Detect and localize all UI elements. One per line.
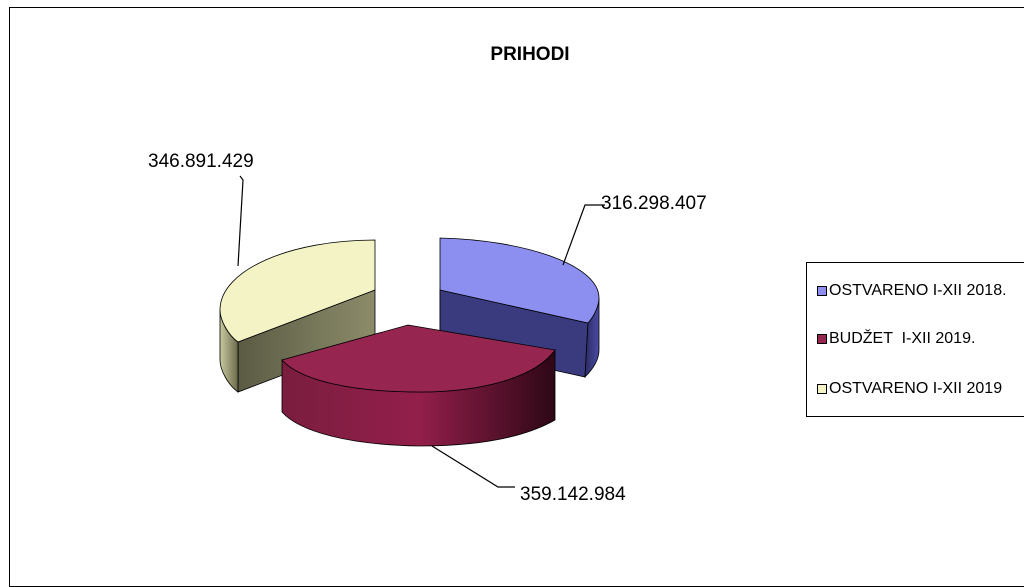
slice-top-face <box>281 324 556 393</box>
legend-label: OSTVARENO I-XII 2019 <box>829 380 1003 397</box>
leader-line-budzet-2019 <box>431 445 515 488</box>
legend-swatch <box>817 384 827 394</box>
legend-swatch <box>817 286 827 296</box>
slice-top-face <box>439 237 600 324</box>
legend-label: BUDŽET I-XII 2019. <box>829 330 976 347</box>
legend: OSTVARENO I-XII 2018. BUDŽET I-XII 2019.… <box>806 262 1024 417</box>
chart-title: PRIHODI <box>490 44 570 65</box>
data-label-ostvareno-2019: 346.891.429 <box>148 151 254 172</box>
leader-line-ostvareno-2019 <box>237 175 244 267</box>
legend-label: OSTVARENO I-XII 2018. <box>829 282 1007 299</box>
legend-item: OSTVARENO I-XII 2019 <box>817 379 1002 399</box>
legend-swatch <box>817 334 827 344</box>
leader-line-ostvareno-2018 <box>562 204 605 266</box>
legend-item: OSTVARENO I-XII 2018. <box>817 281 1007 301</box>
data-label-budzet-2019: 359.142.984 <box>520 484 626 505</box>
pie-slice-ostvareno-2019 <box>219 239 376 393</box>
legend-item: BUDŽET I-XII 2019. <box>817 329 975 349</box>
slice-top-face <box>219 239 376 343</box>
data-label-ostvareno-2018: 316.298.407 <box>601 193 707 214</box>
pie-slice-budzet-2019 <box>281 324 556 447</box>
